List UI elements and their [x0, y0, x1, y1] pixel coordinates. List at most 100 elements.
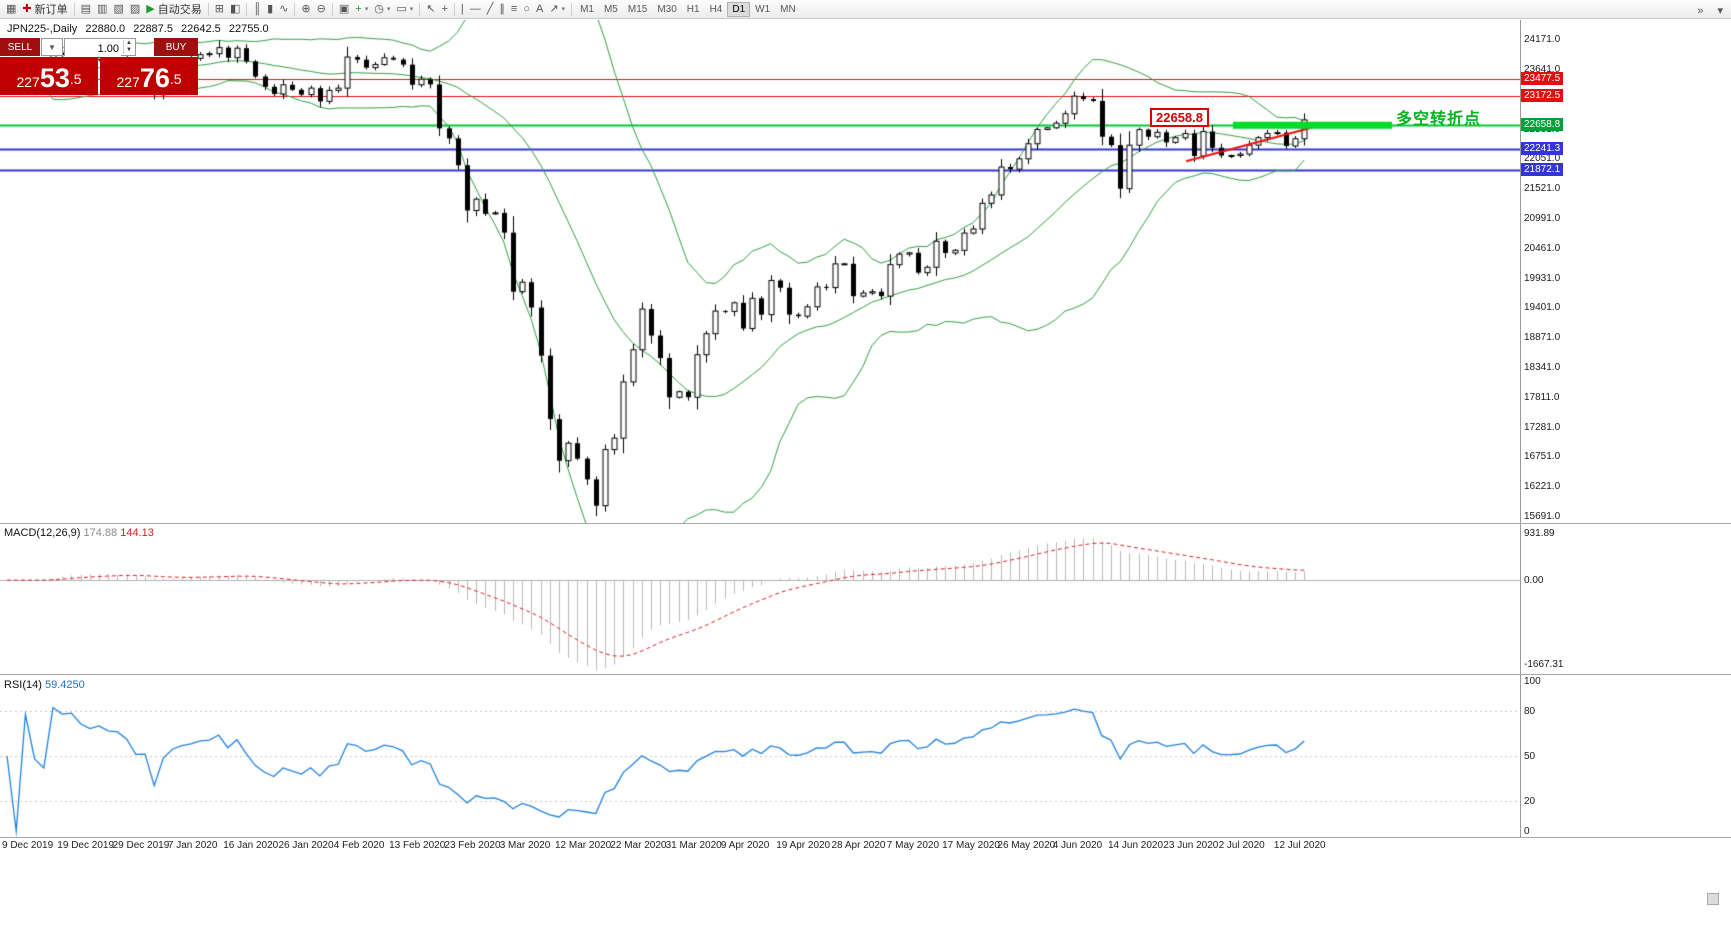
bar-chart-icon[interactable]: ║ — [250, 1, 264, 18]
timeframe-mn-button[interactable]: MN — [780, 3, 796, 15]
line-chart-icon[interactable]: ∿ — [276, 1, 291, 18]
auto-trading-button[interactable]: ▶ 自动交易 — [143, 1, 204, 18]
date-label: 31 Mar 2020 — [665, 840, 722, 851]
period-icon: ◷ — [374, 2, 384, 15]
window-resize-grip[interactable] — [1707, 893, 1719, 905]
profiles-icon: ◧ — [229, 2, 241, 15]
buy-button[interactable]: BUY — [154, 38, 198, 56]
macd-signal-value: 144.13 — [120, 527, 154, 539]
candlestick-chart-icon[interactable]: ▮ — [264, 1, 276, 18]
pivot-annotation-text[interactable]: 多空转折点 — [1396, 111, 1482, 129]
volume-input[interactable] — [65, 41, 121, 57]
horizontal-line-icon: — — [469, 2, 481, 15]
sell-button[interactable]: SELL — [0, 38, 40, 56]
timeframe-d1-button[interactable]: D1 — [727, 1, 751, 17]
market-watch-icon[interactable]: ▤ — [78, 1, 94, 18]
toolbar-overflow-icon[interactable]: » — [1697, 4, 1704, 17]
order-type-dropdown[interactable]: ▼ — [41, 38, 63, 56]
toolbar-separator — [246, 2, 248, 16]
macd-indicator-label: MACD(12,26,9) 174.88 144.13 — [4, 527, 154, 539]
chart-window-icon[interactable]: ▦ — [3, 1, 19, 18]
zoom-out-icon[interactable]: ⊖ — [314, 1, 329, 18]
templates-icon[interactable]: ▭ ▾ — [393, 1, 416, 18]
price-axis-label: 15691.0 — [1524, 510, 1561, 522]
date-label: 16 Jan 2020 — [223, 840, 279, 851]
date-label: 4 Feb 2020 — [333, 840, 385, 851]
timeframe-h1-button[interactable]: H1 — [686, 3, 700, 15]
price-axis-label: 19401.0 — [1524, 302, 1561, 314]
data-window-icon: ▥ — [97, 2, 108, 15]
trendline-icon[interactable]: ╱ — [484, 1, 497, 18]
price-badge: 23477.5 — [1521, 72, 1564, 86]
cursor-icon[interactable]: ↖ — [423, 1, 438, 18]
macd-axis-label: 0.00 — [1524, 575, 1544, 587]
price-axis-label: 19931.0 — [1524, 272, 1561, 284]
volume-decrease-button[interactable]: ▼ — [123, 47, 134, 54]
toolbar-separator — [73, 2, 75, 16]
date-label: 3 Mar 2020 — [499, 840, 551, 851]
sell-price-display[interactable]: 227 53.5 — [0, 57, 98, 95]
rsi-axis-label: 50 — [1524, 751, 1536, 762]
timeframe-m15-button[interactable]: M15 — [627, 3, 648, 15]
new-chart-icon[interactable]: ⊞ — [212, 1, 227, 18]
timeframe-w1-button[interactable]: W1 — [755, 3, 771, 15]
candlestick-chart-icon: ▮ — [267, 2, 274, 15]
terminal-icon[interactable]: ▨ — [127, 1, 143, 18]
data-window-icon[interactable]: ▥ — [94, 1, 110, 18]
macd-rsi-separator[interactable] — [0, 674, 1731, 675]
indicators-icon[interactable]: + ▾ — [352, 1, 371, 18]
vertical-line-icon: | — [460, 2, 464, 15]
timeframe-m5-button[interactable]: M5 — [603, 3, 618, 15]
chart-window-icon: ▦ — [6, 2, 17, 15]
price-axis-label: 16751.0 — [1524, 451, 1561, 463]
timeframe-m30-button[interactable]: M30 — [657, 3, 677, 15]
price-chart-canvas[interactable] — [0, 20, 1520, 523]
fibonacci-icon[interactable]: ≡ — [508, 1, 520, 18]
tile-windows-icon[interactable]: ▣ — [336, 1, 352, 18]
channel-icon[interactable]: ∥ — [496, 1, 508, 18]
chart-close-value: 22755.0 — [228, 23, 269, 35]
toolbar-separator — [294, 2, 296, 16]
buy-price-display[interactable]: 227 76.5 — [100, 57, 198, 95]
shapes-icon: ○ — [523, 2, 530, 15]
date-label: 2 Jul 2020 — [1218, 840, 1265, 851]
date-label: 9 Dec 2019 — [2, 840, 54, 851]
rsi-indicator-label: RSI(14) 59.4250 — [4, 679, 85, 691]
volume-increase-button[interactable]: ▲ — [123, 40, 134, 47]
timeframe-m1-button[interactable]: M1 — [580, 3, 594, 15]
zoom-in-icon: ⊕ — [301, 2, 311, 15]
timeframe-h4-button[interactable]: H4 — [709, 3, 723, 15]
toolbar-separator — [571, 2, 573, 16]
navigator-icon[interactable]: ▧ — [110, 1, 126, 18]
new-order-button[interactable]: ✚ 新订单 — [19, 1, 70, 18]
toolbar-menu-icon[interactable]: ▾ — [1717, 5, 1723, 17]
templates-icon: ▭ — [396, 2, 407, 15]
crosshair-icon[interactable]: + — [438, 1, 450, 18]
channel-icon: ∥ — [499, 2, 505, 15]
shapes-icon[interactable]: ○ — [520, 1, 533, 18]
text-icon[interactable]: A — [533, 1, 546, 18]
zoom-in-icon[interactable]: ⊕ — [298, 1, 313, 18]
price-axis-label: 18871.0 — [1524, 332, 1561, 344]
price-annotation-label[interactable]: 22658.8 — [1150, 108, 1209, 128]
price-axis-label: 20461.0 — [1524, 242, 1561, 254]
chevron-down-icon: ▾ — [409, 6, 414, 13]
price-axis-label: 17811.0 — [1524, 391, 1560, 403]
crosshair-icon: + — [441, 2, 448, 15]
horizontal-line-icon[interactable]: — — [467, 1, 484, 18]
macd-panel-canvas[interactable] — [0, 524, 1520, 674]
arrows-icon[interactable]: ↗ ▾ — [546, 1, 568, 18]
date-label: 12 Jul 2020 — [1273, 840, 1326, 851]
rsi-timeaxis-separator — [0, 837, 1731, 838]
price-badge: 22241.3 — [1521, 141, 1564, 155]
toolbar-right-items: » ▾ — [1694, 2, 1726, 19]
rsi-panel-canvas[interactable] — [0, 675, 1520, 837]
vertical-line-icon[interactable]: | — [458, 1, 467, 18]
period-icon[interactable]: ◷ ▾ — [371, 1, 393, 18]
rsi-value: 59.4250 — [44, 679, 85, 691]
profiles-icon[interactable]: ◧ — [227, 1, 243, 18]
trendline-icon: ╱ — [486, 2, 494, 15]
chart-macd-separator[interactable] — [0, 523, 1731, 524]
price-axis-label: 16221.0 — [1524, 481, 1561, 493]
price-axis-label: 22051.0 — [1524, 153, 1561, 165]
